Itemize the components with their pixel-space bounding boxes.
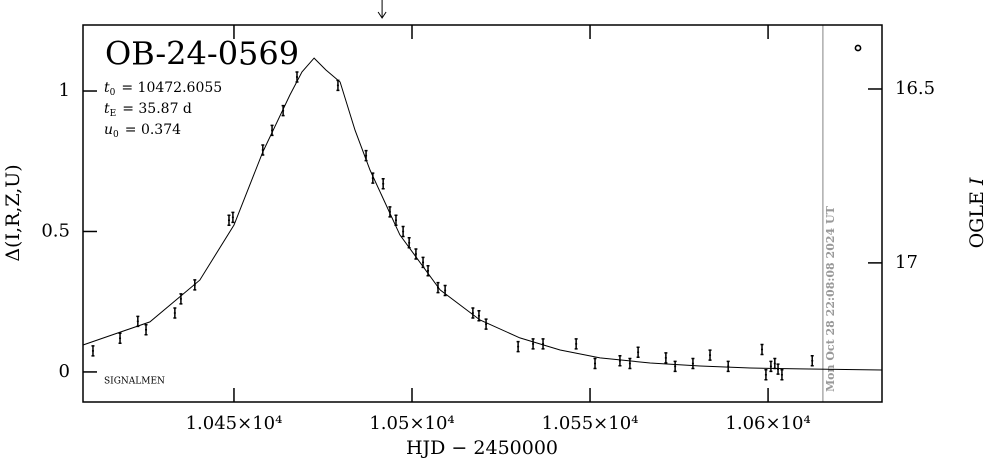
data-point — [414, 248, 418, 260]
data-point — [628, 357, 632, 370]
x-tick-label: 1.055×10⁴ — [542, 413, 639, 434]
data-point — [593, 357, 597, 370]
y2-tick-label: 17 — [895, 252, 918, 273]
data-point — [394, 214, 398, 226]
data-point — [118, 332, 122, 344]
x-tick-label: 1.05×10⁴ — [369, 413, 454, 434]
data-point — [227, 214, 231, 226]
data-point — [336, 79, 340, 92]
x-axis-label: HJD − 2450000 — [406, 437, 558, 459]
chart-title: OB-24-0569 — [105, 35, 299, 73]
data-point — [484, 318, 488, 330]
data-point — [295, 71, 299, 83]
data-point — [407, 236, 411, 249]
parameter-subscript: 0 — [113, 130, 119, 140]
data-point — [760, 343, 764, 356]
data-point — [541, 338, 545, 350]
parameter: u0 = 0.374 — [104, 122, 181, 140]
data-point — [673, 360, 677, 373]
parameter-text: = 0.374 — [125, 122, 181, 138]
parameter-text: = 35.87 d — [122, 101, 192, 117]
parameter: tE = 35.87 d — [104, 101, 192, 119]
data-point — [270, 124, 274, 137]
footnote: SIGNALMEN — [104, 377, 165, 387]
data-point — [261, 144, 265, 156]
x-tick-label: 1.045×10⁴ — [186, 413, 283, 434]
data-point — [436, 281, 440, 294]
model-curve — [82, 57, 883, 371]
data-point — [421, 256, 425, 269]
y2-tick-label: 16.5 — [895, 78, 935, 99]
data-point — [780, 369, 784, 381]
data-point — [618, 354, 622, 367]
data-point — [401, 225, 405, 238]
data-point — [769, 360, 773, 373]
data-point — [179, 293, 183, 305]
x-tick-label: 1.06×10⁴ — [725, 413, 810, 434]
y2-axis-label: OGLE I — [966, 177, 986, 248]
data-point — [144, 324, 148, 336]
data-point — [281, 104, 285, 117]
data-point — [477, 310, 481, 322]
y2-label-text: OGLE — [966, 191, 986, 248]
data-point — [726, 360, 730, 373]
parameter-subscript: E — [110, 109, 117, 119]
symbol — [854, 44, 862, 52]
y-tick-label: 0 — [59, 361, 70, 382]
data-point — [388, 206, 392, 218]
data-point — [708, 349, 712, 361]
data-point — [193, 279, 197, 291]
data-point — [764, 369, 768, 381]
data-point — [691, 357, 695, 370]
plot-frame — [82, 24, 883, 403]
parameter-symbol: t — [104, 80, 110, 96]
y2-label-band: I — [966, 177, 986, 186]
data-point — [516, 340, 520, 353]
data-point — [371, 172, 375, 184]
data-point — [136, 315, 140, 328]
y-tick-label: 0.5 — [41, 220, 70, 241]
data-point — [531, 338, 535, 350]
data-point — [91, 345, 95, 357]
data-point — [381, 177, 385, 190]
data-point — [364, 149, 368, 162]
data-point — [776, 363, 780, 375]
data-point — [173, 307, 177, 319]
data-point — [636, 346, 640, 359]
timestamp: Mon Oct 28 22:08:08 2024 UT — [824, 205, 837, 392]
parameter-symbol: t — [104, 101, 110, 117]
y-axis-label: Δ(I,R,Z,U) — [2, 164, 24, 261]
data-point — [443, 284, 447, 297]
data-point — [574, 338, 578, 350]
data-point — [231, 211, 235, 224]
arrow-head — [377, 11, 387, 19]
y-tick-label: 1 — [59, 80, 70, 101]
parameter-symbol: u — [104, 122, 113, 138]
parameter-subscript: 0 — [110, 88, 116, 98]
parameter: t0 = 10472.6055 — [104, 80, 222, 98]
data-point — [810, 354, 814, 367]
data-point — [471, 307, 475, 319]
data-point — [664, 352, 668, 364]
data-point — [773, 357, 777, 370]
parameter-text: = 10472.6055 — [121, 80, 222, 96]
data-point — [426, 265, 430, 277]
